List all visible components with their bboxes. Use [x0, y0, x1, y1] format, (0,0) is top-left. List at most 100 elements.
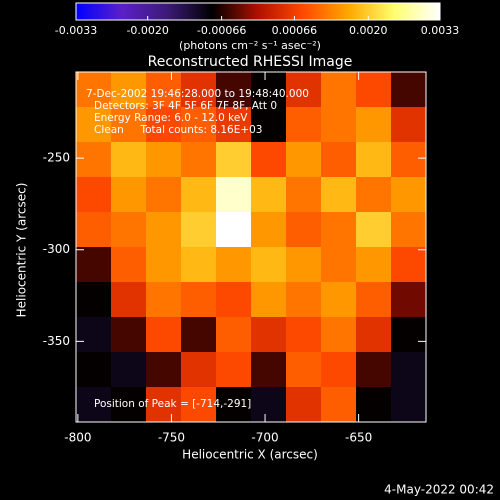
heatmap-cell	[391, 107, 427, 143]
heatmap-cell	[391, 177, 427, 213]
heatmap-cell	[251, 317, 287, 353]
heatmap-cell	[111, 72, 147, 108]
heatmap-cell	[181, 107, 217, 143]
heatmap-cell	[111, 247, 147, 283]
heatmap-cell	[321, 247, 357, 283]
heatmap-cell	[216, 282, 252, 318]
heatmap-cell	[181, 212, 217, 248]
x-tick-label: -800	[64, 431, 91, 445]
heatmap-cell	[356, 247, 392, 283]
y-tick-label: -300	[43, 242, 70, 256]
heatmap-cell	[76, 107, 112, 143]
colorbar	[75, 2, 441, 21]
heatmap-cell	[216, 72, 252, 108]
heatmap-cell	[321, 282, 357, 318]
heatmap-cell	[76, 387, 112, 423]
heatmap-cell	[111, 107, 147, 143]
colorbar-tick-label: 0.00066	[272, 24, 318, 37]
peak-label: Position of Peak = [-714,-291]	[94, 398, 251, 410]
heatmap-cell	[356, 282, 392, 318]
x-tick-label: -750	[158, 431, 185, 445]
overlay: -0.0033 -0.0020 -0.00066 0.00066 0.0020 0.003…	[43, 2, 460, 445]
heatmap-cell	[286, 282, 322, 318]
heatmap-cell	[391, 212, 427, 248]
heatmap-cell	[391, 387, 427, 423]
heatmap-cell	[111, 282, 147, 318]
heatmap-cell	[356, 107, 392, 143]
heatmap-cell	[286, 352, 322, 388]
heatmap-cell	[76, 177, 112, 213]
heatmap-cell	[111, 212, 147, 248]
heatmap-cell	[146, 107, 182, 143]
heatmap-cell	[146, 72, 182, 108]
heatmap-cell	[146, 387, 182, 423]
heatmap-cell	[286, 107, 322, 143]
heatmap-cell	[391, 352, 427, 388]
heatmap-cell	[76, 142, 112, 178]
y-tick-label: -250	[43, 151, 70, 165]
heatmap-cell	[356, 317, 392, 353]
heatmap-cell	[216, 212, 252, 248]
y-axis-label: Heliocentric Y (arcsec)	[15, 183, 29, 318]
annotation: Energy Range: 6.0 - 12.0 keV	[94, 112, 248, 124]
annotation: 7-Dec-2002 19:46:28.000 to 19:48:40.000	[86, 88, 309, 100]
plot-frame	[75, 71, 427, 423]
heatmap-cell	[356, 142, 392, 178]
heatmap-cell	[391, 72, 427, 108]
heatmap-cell	[146, 352, 182, 388]
x-axis-label: Heliocentric X (arcsec)	[182, 448, 318, 462]
heatmap-cell	[146, 282, 182, 318]
heatmap-cell	[321, 212, 357, 248]
heatmap-cell	[146, 177, 182, 213]
heatmap-cell	[216, 142, 252, 178]
heatmap-cell	[111, 352, 147, 388]
heatmap-cell	[251, 282, 287, 318]
heatmap-cell	[146, 212, 182, 248]
heatmap-cell	[251, 352, 287, 388]
heatmap-cell	[76, 212, 112, 248]
heatmap-cell	[216, 317, 252, 353]
heatmap-cell	[356, 72, 392, 108]
heatmap-cell	[286, 177, 322, 213]
heatmap-cell	[76, 282, 112, 318]
heatmap-cell	[76, 72, 112, 108]
heatmap-cell	[111, 387, 147, 423]
chart-title: Reconstructed RHESSI Image	[148, 54, 353, 70]
heatmap-cell	[216, 177, 252, 213]
heatmap-cell	[286, 72, 322, 108]
colorbar-tick-label: -0.00066	[197, 24, 246, 37]
colorbar-tick-label: 0.0033	[421, 24, 460, 37]
colorbar-tick-label: -0.0020	[126, 24, 168, 37]
heatmap-cell	[356, 387, 392, 423]
heatmap-cell	[391, 142, 427, 178]
heatmap-cell	[321, 352, 357, 388]
heatmap-cell	[321, 177, 357, 213]
heatmap-cell	[181, 387, 217, 423]
heatmap-cell	[321, 142, 357, 178]
heatmap-cell	[181, 72, 217, 108]
colorbar-label: (photons cm⁻² s⁻¹ asec⁻²)	[179, 39, 321, 52]
heatmap-cell	[146, 142, 182, 178]
x-tick-label: -700	[251, 431, 278, 445]
annotation: Clean Total counts: 8.16E+03	[94, 124, 263, 136]
heatmap-cell	[356, 212, 392, 248]
heatmap-cell	[111, 177, 147, 213]
heatmap-cell	[76, 317, 112, 353]
heatmap-cell	[146, 317, 182, 353]
x-tick-label: -650	[345, 431, 372, 445]
heatmap-cell	[251, 72, 287, 108]
heatmap-cell	[216, 107, 252, 143]
heatmap-cell	[286, 212, 322, 248]
colorbar-tick-label: -0.0033	[55, 24, 97, 37]
heatmap-cell	[286, 317, 322, 353]
heatmap	[76, 72, 427, 423]
heatmap-cell	[181, 177, 217, 213]
heatmap-cell	[251, 107, 287, 143]
heatmap-cell	[216, 387, 252, 423]
annotation: Detectors: 3F 4F 5F 6F 7F 8F, Att 0	[94, 100, 277, 112]
heatmap-cell	[216, 352, 252, 388]
heatmap-cell	[391, 282, 427, 318]
heatmap-cell	[76, 247, 112, 283]
